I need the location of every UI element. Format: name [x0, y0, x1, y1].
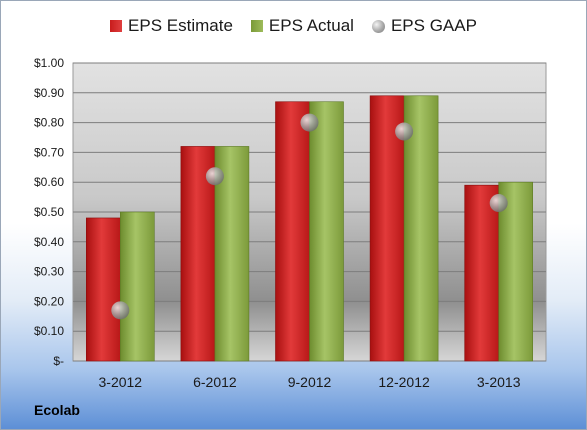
company-label: Ecolab [34, 402, 80, 418]
y-tick-label: $0.60 [34, 175, 64, 189]
bar-eps-actual [498, 181, 534, 362]
x-category-label: 9-2012 [288, 374, 332, 390]
bar-eps-actual [120, 211, 155, 362]
legend-label-estimate: EPS Estimate [128, 16, 233, 35]
marker-eps-gaap [395, 122, 414, 141]
y-tick-label: $0.30 [34, 265, 64, 279]
eps-chart: $- $0.10 $0.20 $0.30 $0.40 $0.50 $0.60 $0.70 $0.… [34, 56, 547, 390]
legend-label-gaap: EPS GAAP [390, 16, 477, 35]
bar-eps-estimate [275, 101, 310, 362]
legend-item-estimate: EPS Estimate [110, 16, 233, 36]
legend: EPS Estimate EPS Actual EPS GAAP [1, 16, 586, 36]
bar-eps-actual [403, 95, 439, 362]
x-category-label: 12-2012 [378, 374, 430, 390]
y-tick-label: $0.20 [34, 294, 64, 308]
legend-item-gaap: EPS GAAP [371, 16, 477, 36]
x-axis-labels: 3-2012 6-2012 9-2012 12-2012 3-2013 [99, 374, 521, 390]
bar-eps-estimate [464, 184, 500, 362]
x-category-label: 3-2012 [99, 374, 143, 390]
legend-marker-gaap [371, 19, 385, 33]
x-category-label: 6-2012 [193, 374, 237, 390]
y-tick-label: $0.10 [34, 324, 64, 338]
marker-eps-gaap [489, 194, 508, 213]
marker-eps-gaap [111, 301, 130, 320]
marker-eps-gaap [300, 113, 319, 132]
y-tick-label: $- [53, 354, 64, 368]
marker-eps-gaap [205, 167, 224, 186]
y-axis-ticks: $- $0.10 $0.20 $0.30 $0.40 $0.50 $0.60 $0.70 $0.… [34, 56, 64, 368]
legend-swatch-estimate [110, 20, 123, 32]
legend-item-actual: EPS Actual [250, 16, 354, 36]
legend-swatch-actual [250, 20, 263, 32]
y-tick-label: $0.70 [34, 145, 64, 159]
y-tick-label: $0.50 [34, 205, 64, 219]
y-tick-label: $0.80 [34, 116, 64, 130]
legend-label-actual: EPS Actual [268, 16, 354, 35]
bar-eps-estimate [86, 217, 121, 362]
x-category-label: 3-2013 [477, 374, 521, 390]
gaap-markers [111, 113, 508, 320]
y-tick-label: $1.00 [34, 56, 64, 70]
bar-eps-actual [309, 101, 344, 362]
y-tick-label: $0.40 [34, 235, 64, 249]
y-tick-label: $0.90 [34, 86, 64, 100]
bar-eps-estimate [369, 95, 405, 362]
bars [86, 95, 534, 362]
